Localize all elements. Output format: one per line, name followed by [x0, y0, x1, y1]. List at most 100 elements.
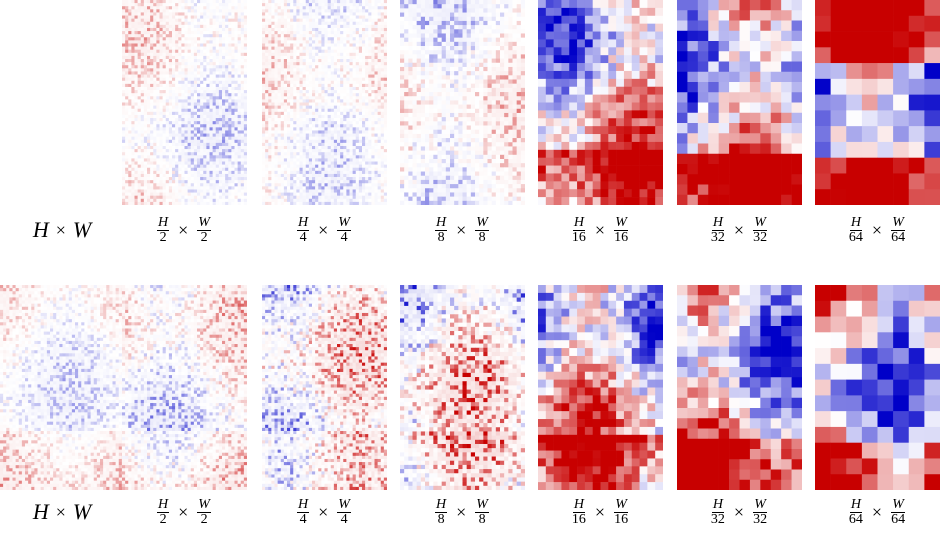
pixel: [216, 177, 219, 180]
pixel: [175, 109, 178, 112]
pixel: [271, 115, 274, 118]
pixel: [206, 196, 209, 199]
pixel: [365, 93, 368, 96]
pixel: [213, 155, 216, 158]
pixel: [181, 118, 184, 121]
pixel: [343, 146, 346, 149]
pixel: [241, 189, 244, 192]
pixel: [271, 0, 274, 3]
pixel: [141, 152, 144, 155]
pixel: [309, 130, 312, 133]
pixel: [281, 118, 284, 121]
pixel: [353, 50, 356, 53]
pixel: [384, 106, 387, 109]
pixel: [147, 99, 150, 102]
pixel: [281, 112, 284, 115]
pixel: [169, 158, 172, 161]
pixel: [181, 22, 184, 25]
pixel: [328, 68, 331, 71]
pixel: [362, 121, 365, 124]
symbol: W: [73, 217, 91, 243]
pixel: [213, 65, 216, 68]
pixel: [185, 9, 188, 12]
pixel: [334, 155, 337, 158]
pixel: [378, 152, 381, 155]
pixel: [185, 202, 188, 205]
pixel: [160, 25, 163, 28]
pixel: [185, 158, 188, 161]
pixel: [244, 199, 247, 202]
pixel: [318, 171, 321, 174]
pixel: [306, 149, 309, 152]
pixel: [271, 71, 274, 74]
pixel: [206, 121, 209, 124]
pixel: [375, 47, 378, 50]
pixel: [315, 90, 318, 93]
pixel: [156, 16, 159, 19]
pixel: [244, 81, 247, 84]
pixel: [194, 143, 197, 146]
pixel: [318, 56, 321, 59]
pixel: [141, 171, 144, 174]
pixel: [303, 31, 306, 34]
pixel: [128, 143, 131, 146]
pixel: [368, 81, 371, 84]
pixel: [160, 115, 163, 118]
pixel: [271, 143, 274, 146]
pixel: [300, 109, 303, 112]
pixel: [238, 62, 241, 65]
pixel: [359, 174, 362, 177]
pixel: [210, 65, 213, 68]
pixel: [318, 43, 321, 46]
pixel: [321, 28, 324, 31]
pixel: [278, 9, 281, 12]
pixel: [340, 112, 343, 115]
pixel: [200, 3, 203, 6]
pixel: [150, 87, 153, 90]
pixel: [160, 56, 163, 59]
pixel: [275, 50, 278, 53]
pixel: [144, 168, 147, 171]
pixel: [362, 165, 365, 168]
pixel: [131, 183, 134, 186]
pixel: [141, 16, 144, 19]
pixel: [318, 19, 321, 22]
pixel: [340, 22, 343, 25]
pixel: [181, 146, 184, 149]
pixel: [281, 134, 284, 137]
pixel: [178, 37, 181, 40]
pixel: [334, 50, 337, 53]
pixel: [153, 180, 156, 183]
pixel: [197, 112, 200, 115]
pixel: [122, 25, 125, 28]
pixel: [141, 93, 144, 96]
pixel: [235, 165, 238, 168]
pixel: [216, 146, 219, 149]
pixel: [191, 3, 194, 6]
pixel: [206, 6, 209, 9]
pixel: [138, 177, 141, 180]
pixel: [153, 87, 156, 90]
pixel: [318, 152, 321, 155]
pixel: [219, 78, 222, 81]
pixel: [353, 134, 356, 137]
pixel: [271, 37, 274, 40]
pixel: [138, 180, 141, 183]
pixel: [268, 81, 271, 84]
pixel: [306, 9, 309, 12]
pixel: [343, 75, 346, 78]
pixel: [353, 25, 356, 28]
pixel: [163, 112, 166, 115]
pixel: [365, 81, 368, 84]
pixel: [163, 180, 166, 183]
pixel: [213, 165, 216, 168]
pixel: [163, 162, 166, 165]
pixel: [325, 43, 328, 46]
pixel: [275, 9, 278, 12]
pixel: [378, 177, 381, 180]
pixel: [235, 90, 238, 93]
pixel: [144, 189, 147, 192]
pixel: [244, 140, 247, 143]
pixel: [181, 177, 184, 180]
pixel: [200, 12, 203, 15]
